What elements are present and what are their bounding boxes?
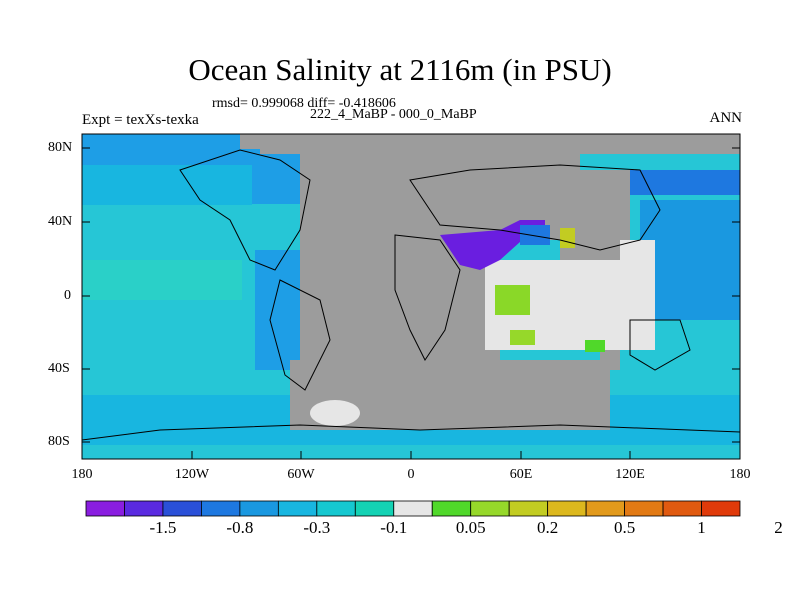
- colorbar-label: -0.3: [303, 518, 331, 537]
- colorbar-swatch: [624, 500, 664, 517]
- antarctic-white-patch: [310, 400, 360, 426]
- colorbar-label: 0.5: [613, 518, 636, 537]
- colorbar-swatch: [354, 500, 395, 517]
- green-patch-1: [495, 285, 530, 315]
- colorbar-swatch: [124, 500, 164, 517]
- colorbar-swatch: [316, 500, 356, 517]
- lat-tick-40n: 40N: [48, 214, 73, 229]
- season-label: ANN: [709, 110, 743, 126]
- experiment-label: Expt = texXs-texka: [82, 112, 199, 128]
- colorbar-swatch: [585, 500, 625, 517]
- colorbar-swatch: [431, 500, 472, 517]
- land-north-patch: [240, 134, 280, 149]
- colorbar-label: 1: [697, 518, 706, 537]
- colorbar-swatch: [162, 500, 202, 517]
- negative-anomaly-region: [440, 220, 545, 270]
- colorbar-swatch: [393, 500, 433, 517]
- stats-line: rmsd= 0.999068 diff= -0.418606: [212, 96, 396, 111]
- negative-gradient-strip: [520, 225, 550, 245]
- colorbar-label: -0.1: [380, 518, 408, 537]
- colorbar-swatch: [701, 500, 741, 517]
- coast-antarctica: [82, 424, 740, 441]
- green-patch-3: [585, 340, 605, 352]
- lon-tick-0: 0: [407, 467, 415, 482]
- lon-tick-60e: 60E: [509, 467, 533, 482]
- colorbar-label: 2: [774, 518, 783, 537]
- lon-tick-60w: 60W: [287, 467, 315, 482]
- positive-patch-south: [520, 330, 600, 350]
- colorbar-swatch: [662, 500, 702, 517]
- axis-ticks: [81, 147, 741, 459]
- coast-australia: [629, 319, 691, 371]
- land-mask: [240, 134, 740, 430]
- yellow-patch: [560, 228, 575, 248]
- lat-tick-40s: 40S: [48, 361, 70, 376]
- positive-patch-east: [620, 240, 655, 350]
- colorbar-swatch: [85, 500, 125, 517]
- coast-north-america: [179, 149, 311, 271]
- colorbar-label: -0.8: [226, 518, 254, 537]
- lon-tick-180e: 180: [729, 467, 751, 482]
- colorbar-swatch: [201, 500, 241, 517]
- lat-tick-80n: 80N: [48, 140, 73, 155]
- lon-tick-180w: 180: [71, 467, 93, 482]
- plot-title: Ocean Salinity at 2116m (in PSU): [188, 52, 612, 87]
- lat-tick-80s: 80S: [48, 434, 70, 449]
- colorbar: [85, 500, 741, 517]
- lat-tick-0: 0: [64, 288, 71, 303]
- coast-eurasia: [409, 164, 661, 251]
- coast-south-america: [269, 279, 331, 391]
- coastline-outlines: [82, 149, 740, 441]
- coast-africa: [394, 234, 461, 361]
- colorbar-label: 0.05: [455, 518, 486, 537]
- colorbar-label: -1.5: [149, 518, 177, 537]
- colorbar-swatch: [508, 500, 549, 517]
- colorbar-swatch: [277, 500, 318, 517]
- pacific-east-band: [640, 200, 740, 320]
- north-pacific-blue: [82, 165, 252, 205]
- colorbar-swatch: [547, 500, 587, 517]
- lon-tick-120w: 120W: [174, 467, 210, 482]
- lon-tick-120e: 120E: [615, 467, 645, 482]
- green-patch-2: [510, 330, 535, 345]
- colorbar-swatch: [239, 500, 279, 517]
- colorbar-swatch: [470, 500, 510, 517]
- colorbar-label: 0.2: [537, 518, 559, 537]
- comparison-line: 222_4_MaBP - 000_0_MaBP: [310, 107, 477, 122]
- pacific-warm-band: [82, 260, 242, 300]
